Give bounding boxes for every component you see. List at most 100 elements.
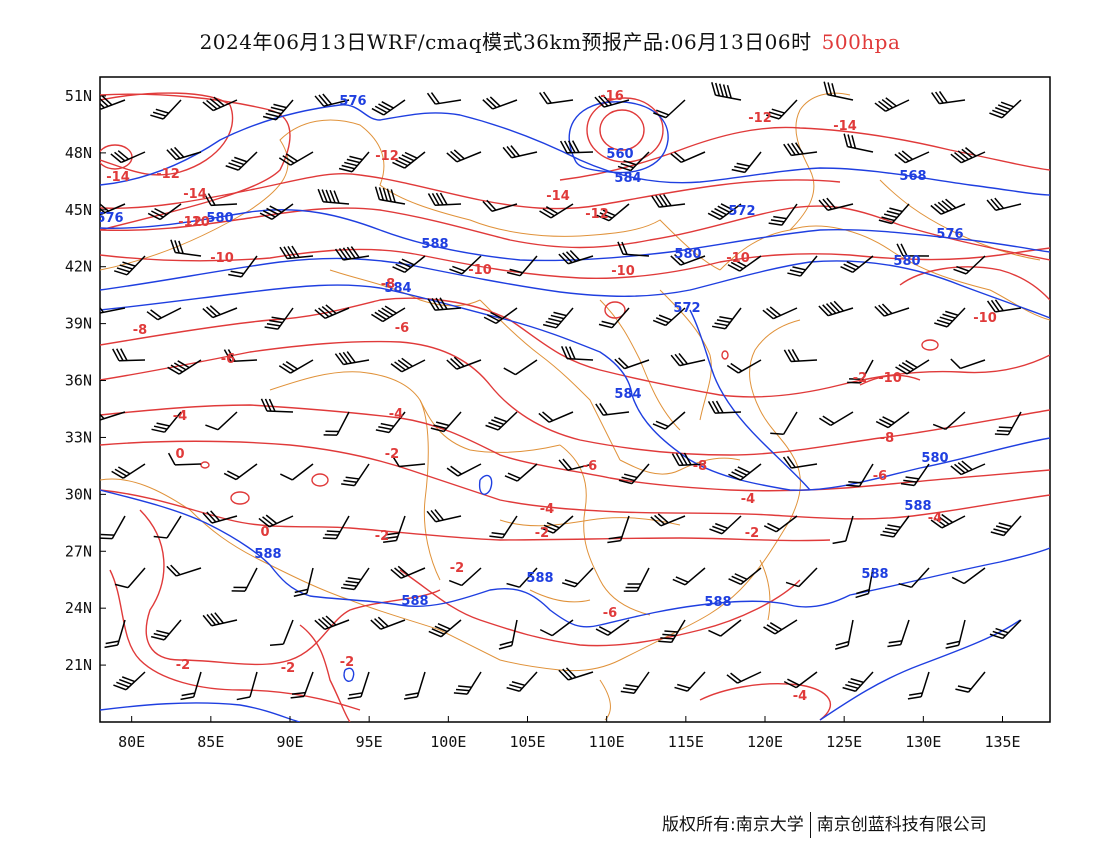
wind-barb <box>561 345 594 361</box>
wind-barb <box>338 151 370 173</box>
height-contour-label: 580 <box>206 211 233 226</box>
temperature-contour <box>899 266 1050 301</box>
wind-barb <box>538 411 574 423</box>
wind-barb <box>383 515 406 544</box>
boundary-line <box>419 399 441 581</box>
wind-barb <box>561 567 594 588</box>
wind-barb <box>930 513 966 529</box>
wind-barb <box>202 96 238 112</box>
wind-barb <box>671 452 706 467</box>
wind-barb <box>595 403 630 416</box>
height-contour-label: 568 <box>899 169 926 184</box>
wind-barb <box>950 147 986 164</box>
copyright-company: 南京创蓝科技有限公司 <box>816 815 987 835</box>
wind-barb <box>448 567 482 587</box>
wind-barb <box>453 671 482 695</box>
wind-barb <box>907 671 930 700</box>
boundary-lines <box>100 92 1050 721</box>
wind-barb <box>989 619 1022 640</box>
height-contour-label: 588 <box>421 237 448 252</box>
x-axis-label: 80E <box>118 733 145 751</box>
wind-barb <box>430 411 462 433</box>
temperature-contour-label: -6 <box>873 469 887 484</box>
height-contour-label: 572 <box>728 204 755 219</box>
temperature-contour <box>599 109 645 151</box>
height-contour-label: 580 <box>921 451 948 466</box>
wind-barb <box>874 303 910 317</box>
temperature-contour-label: -14 <box>183 187 207 202</box>
wind-barb <box>371 99 406 116</box>
boundary-line <box>719 92 851 271</box>
temperature-contour-label: -2 <box>450 561 464 576</box>
wind-barb <box>314 304 350 320</box>
wind-barb <box>498 619 518 650</box>
wind-barb <box>167 452 202 466</box>
temperature-contour <box>100 247 1050 279</box>
wind-barb <box>768 203 798 226</box>
boundary-line <box>879 179 1041 261</box>
x-axis-label: 110E <box>589 733 625 751</box>
wind-barb <box>986 299 1022 313</box>
x-axis-label: 90E <box>276 733 303 751</box>
wind-barb <box>113 255 146 276</box>
wind-barb <box>391 454 426 468</box>
boundary-line <box>100 119 721 271</box>
wind-barb <box>623 567 650 592</box>
wind-barb <box>595 619 630 636</box>
wind-barb <box>785 567 818 588</box>
wind-barb <box>617 151 650 172</box>
wind-barb <box>994 411 1022 436</box>
wind-barb <box>392 255 426 274</box>
wind-barb <box>203 193 238 207</box>
wind-barb <box>390 357 426 373</box>
temperature-contour-label: -10 <box>611 264 635 279</box>
wind-barb <box>166 564 202 577</box>
temperature-contour-label: -14 <box>833 119 857 134</box>
temperature-contour-label: -10 <box>468 263 492 278</box>
wind-barb <box>763 515 798 533</box>
temperature-contour <box>109 569 361 711</box>
wind-barb <box>709 515 742 535</box>
y-axis-label: 33N <box>65 428 92 446</box>
height-contour <box>100 104 1050 196</box>
wind-barb <box>426 92 462 105</box>
wind-barb <box>540 515 574 534</box>
temperature-contour-label: -12 <box>375 149 399 164</box>
temperature-contour-label: -2 <box>385 447 399 462</box>
boundary-line <box>659 289 712 421</box>
x-axis-label: 100E <box>430 733 466 751</box>
wind-barb <box>113 671 146 691</box>
wind-barb <box>898 567 930 589</box>
wind-barb <box>426 509 462 523</box>
x-axis-label: 105E <box>509 733 545 751</box>
temperature-contour <box>100 172 841 210</box>
wind-barb <box>542 307 574 329</box>
height-contour-label: 576 <box>96 211 123 226</box>
wind-barb <box>843 133 874 153</box>
boundary-line <box>499 517 681 527</box>
height-contour <box>100 284 1050 491</box>
temperature-contour-label: -6 <box>583 459 597 474</box>
x-axis-label: 135E <box>984 733 1020 751</box>
wind-barb <box>279 245 314 260</box>
wind-barb <box>559 140 594 154</box>
wind-barb <box>707 400 742 414</box>
temperature-contour-label: -6 <box>603 606 617 621</box>
temperature-contour-label: -14 <box>106 170 130 185</box>
temperature-contour <box>100 440 1050 520</box>
wind-barb <box>832 515 854 545</box>
temperature-contour <box>721 350 729 360</box>
wind-barb <box>783 348 818 363</box>
x-axis-label: 115E <box>668 733 704 751</box>
temperature-contour-label: -12 <box>748 111 772 126</box>
temperature-contour-label: -2 <box>745 526 759 541</box>
temperature-contour <box>299 624 351 722</box>
wind-barb <box>900 463 930 487</box>
y-axis-label: 27N <box>65 542 92 560</box>
temperature-contour-label: -10 <box>878 371 902 386</box>
wind-barb <box>202 305 238 319</box>
wind-barb <box>726 671 762 684</box>
wind-barb <box>506 255 538 277</box>
temperature-contour <box>230 491 250 505</box>
wind-barb <box>260 398 294 413</box>
